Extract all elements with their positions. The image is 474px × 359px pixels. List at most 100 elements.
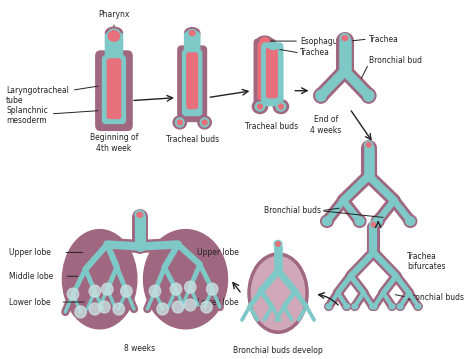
Ellipse shape bbox=[173, 116, 186, 129]
FancyBboxPatch shape bbox=[254, 39, 275, 104]
Text: Upper lobe: Upper lobe bbox=[9, 248, 51, 257]
Ellipse shape bbox=[316, 90, 326, 101]
Ellipse shape bbox=[101, 283, 113, 295]
FancyBboxPatch shape bbox=[102, 56, 126, 123]
FancyBboxPatch shape bbox=[258, 42, 272, 100]
Ellipse shape bbox=[372, 223, 375, 227]
Ellipse shape bbox=[388, 303, 396, 310]
Ellipse shape bbox=[108, 31, 120, 41]
Text: Tracheal buds: Tracheal buds bbox=[165, 135, 219, 144]
Ellipse shape bbox=[268, 43, 278, 50]
Ellipse shape bbox=[187, 30, 197, 37]
Ellipse shape bbox=[325, 303, 333, 310]
Ellipse shape bbox=[257, 36, 273, 46]
Ellipse shape bbox=[157, 303, 168, 315]
Ellipse shape bbox=[397, 304, 403, 309]
Ellipse shape bbox=[362, 88, 376, 103]
Ellipse shape bbox=[184, 299, 196, 311]
Ellipse shape bbox=[67, 288, 79, 300]
Ellipse shape bbox=[343, 303, 351, 310]
Ellipse shape bbox=[414, 303, 422, 310]
Ellipse shape bbox=[370, 221, 377, 228]
Text: Esophagus: Esophagus bbox=[300, 37, 342, 46]
Ellipse shape bbox=[175, 118, 184, 127]
Ellipse shape bbox=[279, 104, 283, 109]
Ellipse shape bbox=[202, 120, 207, 125]
Ellipse shape bbox=[144, 230, 228, 329]
Text: Lower lobe: Lower lobe bbox=[9, 298, 51, 307]
FancyBboxPatch shape bbox=[184, 32, 200, 55]
Ellipse shape bbox=[406, 217, 415, 225]
Ellipse shape bbox=[342, 36, 348, 41]
FancyBboxPatch shape bbox=[96, 51, 132, 130]
Ellipse shape bbox=[89, 303, 100, 315]
Ellipse shape bbox=[113, 303, 125, 315]
Ellipse shape bbox=[352, 304, 358, 309]
Ellipse shape bbox=[248, 253, 308, 333]
Ellipse shape bbox=[366, 143, 371, 147]
Text: Upper lobe: Upper lobe bbox=[197, 248, 239, 257]
FancyBboxPatch shape bbox=[262, 43, 283, 106]
Text: Bronchial buds develop: Bronchial buds develop bbox=[233, 346, 323, 355]
FancyBboxPatch shape bbox=[178, 46, 207, 121]
Ellipse shape bbox=[415, 304, 421, 309]
Ellipse shape bbox=[63, 230, 137, 329]
Text: 8 weeks: 8 weeks bbox=[124, 344, 155, 353]
Ellipse shape bbox=[137, 212, 143, 217]
Ellipse shape bbox=[276, 242, 280, 246]
Ellipse shape bbox=[201, 118, 209, 127]
Text: Trachea: Trachea bbox=[369, 34, 399, 43]
FancyBboxPatch shape bbox=[182, 50, 202, 116]
Text: End of
4 weeks: End of 4 weeks bbox=[310, 116, 341, 135]
Ellipse shape bbox=[320, 215, 333, 227]
Ellipse shape bbox=[89, 285, 100, 297]
Ellipse shape bbox=[372, 304, 377, 309]
Ellipse shape bbox=[99, 301, 110, 313]
Text: Beginning of
4th week: Beginning of 4th week bbox=[90, 133, 138, 153]
Ellipse shape bbox=[355, 217, 364, 225]
Ellipse shape bbox=[370, 304, 375, 309]
Text: Bronchial bud: Bronchial bud bbox=[369, 56, 422, 65]
Ellipse shape bbox=[351, 303, 359, 310]
FancyBboxPatch shape bbox=[105, 33, 123, 61]
Ellipse shape bbox=[344, 304, 349, 309]
Ellipse shape bbox=[121, 285, 132, 297]
Ellipse shape bbox=[110, 31, 117, 36]
Ellipse shape bbox=[207, 283, 218, 295]
Ellipse shape bbox=[255, 102, 264, 111]
Ellipse shape bbox=[108, 29, 120, 37]
Text: Bronchial buds: Bronchial buds bbox=[407, 293, 464, 302]
Text: Laryngotracheal
tube: Laryngotracheal tube bbox=[6, 86, 98, 105]
Ellipse shape bbox=[75, 306, 86, 318]
Text: Lower lobe: Lower lobe bbox=[197, 298, 238, 307]
Ellipse shape bbox=[135, 210, 145, 219]
Ellipse shape bbox=[172, 301, 183, 313]
Ellipse shape bbox=[389, 304, 395, 309]
Ellipse shape bbox=[251, 256, 305, 330]
Ellipse shape bbox=[201, 301, 212, 313]
Ellipse shape bbox=[364, 90, 374, 101]
Ellipse shape bbox=[274, 241, 282, 248]
Ellipse shape bbox=[353, 215, 366, 227]
Ellipse shape bbox=[326, 304, 332, 309]
Ellipse shape bbox=[257, 104, 262, 109]
Ellipse shape bbox=[396, 303, 404, 310]
Ellipse shape bbox=[252, 100, 267, 113]
Text: Tracheal buds: Tracheal buds bbox=[245, 122, 298, 131]
Ellipse shape bbox=[177, 120, 182, 125]
Ellipse shape bbox=[105, 27, 123, 39]
Ellipse shape bbox=[314, 88, 328, 103]
Ellipse shape bbox=[370, 303, 378, 310]
Ellipse shape bbox=[372, 215, 384, 227]
Ellipse shape bbox=[260, 38, 269, 45]
Text: Bronchial buds: Bronchial buds bbox=[264, 206, 321, 215]
Text: Trachea: Trachea bbox=[300, 48, 330, 57]
Ellipse shape bbox=[198, 116, 211, 129]
Ellipse shape bbox=[184, 281, 196, 293]
Ellipse shape bbox=[322, 217, 331, 225]
Ellipse shape bbox=[373, 217, 382, 225]
FancyBboxPatch shape bbox=[266, 48, 277, 98]
Text: Trachea
bifurcates: Trachea bifurcates bbox=[407, 252, 446, 271]
Text: Splanchnic
mesoderm: Splanchnic mesoderm bbox=[6, 106, 98, 125]
Ellipse shape bbox=[184, 28, 200, 39]
